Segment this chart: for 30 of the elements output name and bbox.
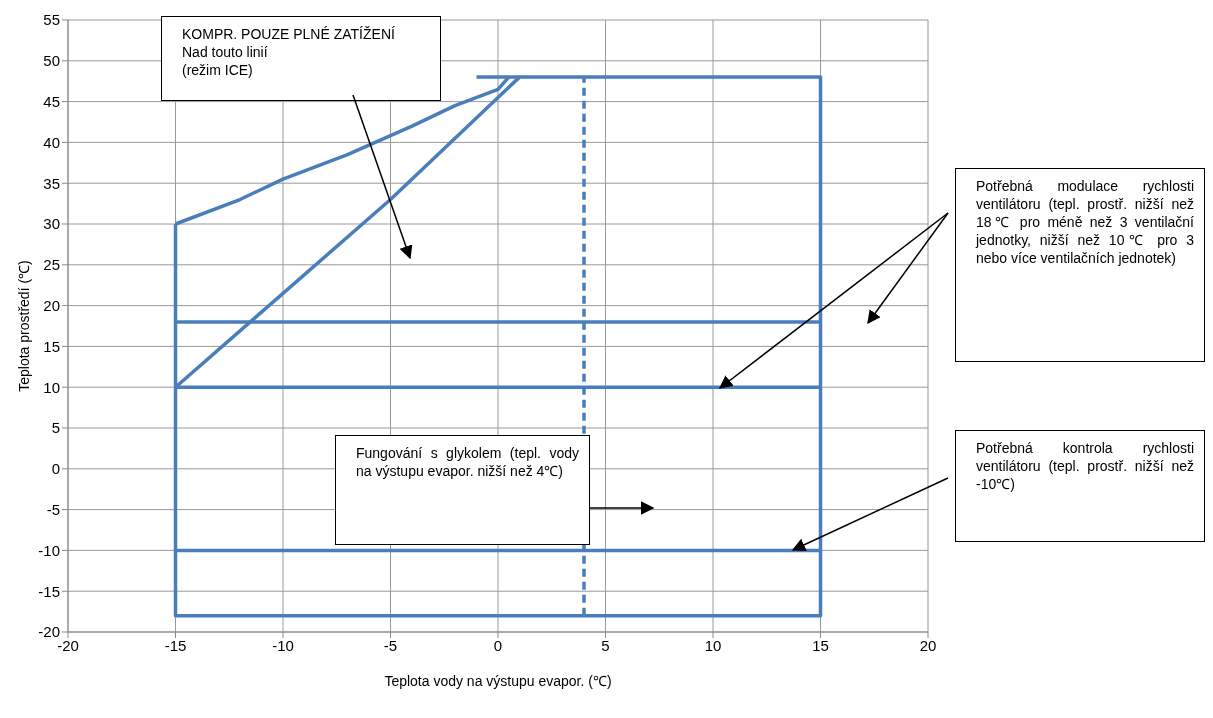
y-tick-label: 0 bbox=[51, 460, 60, 478]
y-axis-title: Teplota prostředí (℃) bbox=[15, 260, 32, 392]
y-tick-label: 35 bbox=[43, 174, 60, 192]
y-tick-label: -5 bbox=[46, 500, 60, 518]
x-tick-label: 20 bbox=[919, 636, 937, 654]
y-tick-label: 25 bbox=[43, 256, 60, 274]
y-tick-label: 55 bbox=[43, 11, 60, 29]
y-tick-label: 20 bbox=[43, 296, 60, 314]
x-tick-label: 5 bbox=[601, 636, 610, 654]
y-tick-label: -10 bbox=[38, 541, 60, 559]
y-tick-label: 30 bbox=[43, 215, 60, 233]
y-tick-label: 15 bbox=[43, 337, 60, 355]
y-tick-label: 10 bbox=[43, 378, 60, 396]
callout-box: Potřebná kontrola rychlosti ventilátoru (tepl. prostř. nižší než -10℃) bbox=[955, 430, 1205, 542]
callout-box: KOMPR. POUZE PLNÉ ZATÍŽENÍ Nad touto linií (režim ICE) bbox=[161, 16, 441, 101]
x-tick-label: -5 bbox=[383, 636, 398, 654]
y-tick-label: -15 bbox=[38, 582, 60, 600]
callout-box: Potřebná modulace rychlosti ventilátoru (tepl. prostř. nižší než 18℃ pro méně než 3 ventilační jednotky, nižší než 10℃ pro 3 nebo více ventilačních jednotek) bbox=[955, 168, 1205, 362]
y-tick-label: 5 bbox=[51, 419, 60, 437]
y-tick-label: 40 bbox=[43, 133, 60, 151]
y-tick-label: 50 bbox=[43, 52, 60, 70]
y-tick-label: -20 bbox=[38, 623, 60, 641]
callout-box: Fungování s glykolem (tepl. vody na výstupu evapor. nižší než 4℃) bbox=[335, 435, 590, 545]
x-axis-title: Teplota vody na výstupu evapor. (℃) bbox=[384, 673, 612, 689]
x-tick-label: 10 bbox=[704, 636, 722, 654]
x-tick-label: -10 bbox=[272, 636, 294, 654]
y-tick-label: 45 bbox=[43, 92, 60, 110]
x-tick-label: 0 bbox=[493, 636, 503, 654]
x-tick-label: -15 bbox=[164, 636, 187, 654]
x-tick-label: 15 bbox=[812, 636, 829, 654]
